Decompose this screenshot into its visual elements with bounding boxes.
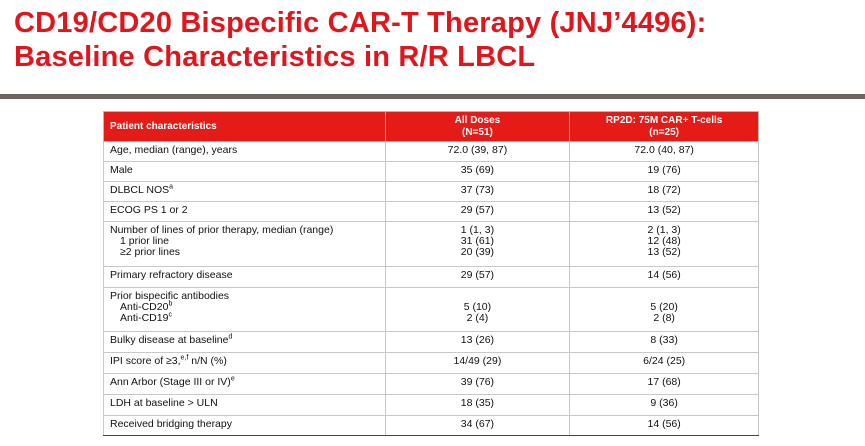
row-label: ECOG PS 1 or 2 xyxy=(103,201,386,222)
footnote-marker: c xyxy=(168,311,172,319)
row-label-cell: Ann Arbor (Stage III or IV)e xyxy=(103,373,386,395)
row-label-cell: Prior bispecific antibodies Anti-CD20b A… xyxy=(103,287,386,332)
row-label: Received bridging therapy xyxy=(103,415,386,436)
cell-value: 2 (1, 3) xyxy=(647,224,681,236)
cell-value: 13 (52) xyxy=(647,246,681,258)
header-rp2d-n: (n=25) xyxy=(649,126,679,138)
header-rp2d-label: RP2D: 75M CAR+ T-cells xyxy=(605,114,723,126)
row-sublabel-cell: Anti-CD19c xyxy=(110,311,379,324)
baseline-characteristics-table: Patient characteristics All Doses (N=51)… xyxy=(103,111,759,436)
footnote-marker: e,f xyxy=(180,354,189,362)
slide-title-line-1: CD19/CD20 Bispecific CAR-T Therapy (JNJ’… xyxy=(14,7,707,39)
row-label: IPI score of ≥3, xyxy=(110,355,181,367)
header-all-doses: All Doses (N=51) xyxy=(384,111,571,142)
cell-all-doses: 72.0 (39, 87) xyxy=(384,141,571,162)
table-row: Primary refractory disease 29 (57) 14 (5… xyxy=(103,266,759,288)
cell-all-doses: 29 (57) xyxy=(384,201,571,222)
row-sublabel: Anti-CD19 xyxy=(120,312,169,324)
footnote-marker: a xyxy=(169,183,174,191)
table-row: DLBCL NOSa 37 (73) 18 (72) xyxy=(103,181,759,202)
table-row: Ann Arbor (Stage III or IV)e 39 (76) 17 … xyxy=(103,373,759,395)
row-sublabel: Anti-CD20 xyxy=(120,301,169,313)
table-row: Bulky disease at baselined 13 (26) 8 (33… xyxy=(103,331,759,353)
cell-value: 20 (39) xyxy=(460,246,495,258)
table-row: IPI score of ≥3,e,f n/N (%) 14/49 (29) 6… xyxy=(103,352,759,374)
cell-all-doses: 39 (76) xyxy=(384,373,571,395)
cell-value: 2 (4) xyxy=(466,312,489,324)
cell-rp2d: 19 (76) xyxy=(569,161,759,182)
row-label: Ann Arbor (Stage III or IV) xyxy=(110,376,231,388)
row-label-tail: n/N (%) xyxy=(188,355,227,367)
table-row: Age, median (range), years 72.0 (39, 87)… xyxy=(103,141,759,162)
cell-rp2d: 14 (56) xyxy=(569,415,759,436)
row-label: Age, median (range), years xyxy=(103,141,386,162)
cell-all-doses: 14/49 (29) xyxy=(384,352,571,374)
table-row: Prior bispecific antibodies Anti-CD20b A… xyxy=(103,287,759,332)
row-label-cell: DLBCL NOSa xyxy=(103,181,386,202)
cell-value: 2 (8) xyxy=(653,312,675,324)
cell-all-doses: 35 (69) xyxy=(384,161,571,182)
row-label: Primary refractory disease xyxy=(103,266,386,288)
row-label: Bulky disease at baseline xyxy=(110,334,229,346)
cell-rp2d: 18 (72) xyxy=(569,181,759,202)
row-sublabel: 1 prior line xyxy=(120,235,170,247)
cell-rp2d: 17 (68) xyxy=(569,373,759,395)
cell-value: 31 (61) xyxy=(460,235,495,247)
slide-title-line-2: Baseline Characteristics in R/R LBCL xyxy=(14,41,536,73)
row-sublabel: ≥2 prior lines xyxy=(120,246,181,258)
cell-rp2d: 6/24 (25) xyxy=(569,352,759,374)
header-rp2d: RP2D: 75M CAR+ T-cells (n=25) xyxy=(569,111,759,142)
cell-value: 1 (1, 3) xyxy=(460,224,495,236)
cell-rp2d: 8 (33) xyxy=(569,331,759,353)
cell-value: 12 (48) xyxy=(647,235,681,247)
header-patient-characteristics: Patient characteristics xyxy=(103,111,386,142)
cell-rp2d: 5 (20) 2 (8) xyxy=(569,287,759,332)
cell-rp2d: 2 (1, 3) 12 (48) 13 (52) xyxy=(569,221,759,267)
cell-all-doses: 34 (67) xyxy=(384,415,571,436)
cell-all-doses: 13 (26) xyxy=(384,331,571,353)
cell-rp2d: 9 (36) xyxy=(569,394,759,416)
footnote-marker: d xyxy=(228,333,233,341)
footnote-marker: e xyxy=(230,375,235,383)
table-row: LDH at baseline > ULN 18 (35) 9 (36) xyxy=(103,394,759,416)
table-row: Number of lines of prior therapy, median… xyxy=(103,221,759,267)
cell-rp2d: 14 (56) xyxy=(569,266,759,288)
cell-rp2d: 72.0 (40, 87) xyxy=(569,141,759,162)
cell-all-doses: 1 (1, 3) 31 (61) 20 (39) xyxy=(384,221,571,267)
row-label: DLBCL NOS xyxy=(110,184,170,196)
title-divider xyxy=(0,94,865,99)
cell-all-doses: 5 (10) 2 (4) xyxy=(384,287,571,332)
row-label-cell: Number of lines of prior therapy, median… xyxy=(103,221,386,267)
cell-rp2d: 13 (52) xyxy=(569,201,759,222)
row-label: Male xyxy=(103,161,386,182)
table-row: Received bridging therapy 34 (67) 14 (56… xyxy=(103,415,759,436)
header-all-doses-label: All Doses xyxy=(454,114,501,126)
table-row: ECOG PS 1 or 2 29 (57) 13 (52) xyxy=(103,201,759,222)
cell-value: 5 (10) xyxy=(463,301,492,313)
cell-all-doses: 29 (57) xyxy=(384,266,571,288)
table-header-row: Patient characteristics All Doses (N=51)… xyxy=(103,111,759,142)
slide-title: CD19/CD20 Bispecific CAR-T Therapy (JNJ’… xyxy=(14,6,854,74)
cell-all-doses: 37 (73) xyxy=(384,181,571,202)
cell-value: 5 (20) xyxy=(650,301,678,313)
row-label-cell: Bulky disease at baselined xyxy=(103,331,386,353)
cell-all-doses: 18 (35) xyxy=(384,394,571,416)
table-row: Male 35 (69) 19 (76) xyxy=(103,161,759,182)
row-label-cell: IPI score of ≥3,e,f n/N (%) xyxy=(103,352,386,374)
header-all-doses-n: (N=51) xyxy=(462,126,493,138)
row-sublabel-cell: Anti-CD20b xyxy=(110,300,379,313)
row-label: LDH at baseline > ULN xyxy=(103,394,386,416)
row-label: Number of lines of prior therapy, median… xyxy=(110,224,334,236)
footnote-marker: b xyxy=(168,300,173,308)
row-label: Prior bispecific antibodies xyxy=(110,290,230,302)
